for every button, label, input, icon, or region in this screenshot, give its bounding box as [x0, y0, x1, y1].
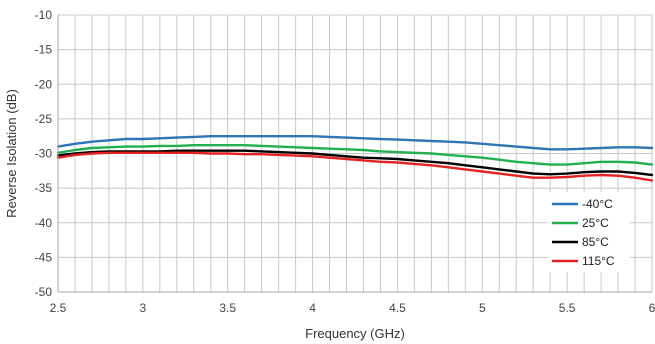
series-line [56, 144, 654, 166]
y-tick-label: -25 [35, 112, 53, 126]
x-tick-label: 5 [479, 301, 486, 315]
axes: -10 -15 -20 -25 -30 -35 -40 -45 -50 2.5 3 3.5 4 4.5 5 5… [35, 8, 655, 315]
y-tick-label: -45 [35, 250, 53, 264]
x-tick-label: 4.5 [389, 301, 406, 315]
y-axis-title: Reverse Isolation (dB) [4, 89, 19, 218]
legend-background [548, 192, 630, 272]
legend-label: 25°C [582, 216, 609, 230]
x-tick-label: 3 [140, 301, 147, 315]
x-tick-label: 3.5 [219, 301, 236, 315]
legend-label: -40°C [582, 197, 613, 211]
legend-label: 115°C [582, 254, 615, 268]
series-line [56, 135, 654, 151]
legend: -40°C 25°C 85°C 115°C [548, 192, 630, 272]
x-axis-title: Frequency (GHz) [305, 326, 405, 341]
y-tick-label: -35 [35, 181, 53, 195]
series-lines [56, 135, 654, 182]
y-tick-label: -30 [35, 147, 53, 161]
y-tick-label: -50 [35, 285, 53, 299]
y-tick-label: -15 [35, 43, 53, 57]
series-line [56, 149, 654, 177]
x-tick-label: 2.5 [50, 301, 67, 315]
x-tick-label: 5.5 [559, 301, 576, 315]
y-tick-label: -20 [35, 77, 53, 91]
y-tick-label: -10 [35, 8, 53, 22]
legend-label: 85°C [582, 235, 609, 249]
series-line [56, 151, 654, 182]
x-tick-label: 4 [309, 301, 316, 315]
y-tick-label: -40 [35, 216, 53, 230]
x-tick-label: 6 [649, 301, 655, 315]
